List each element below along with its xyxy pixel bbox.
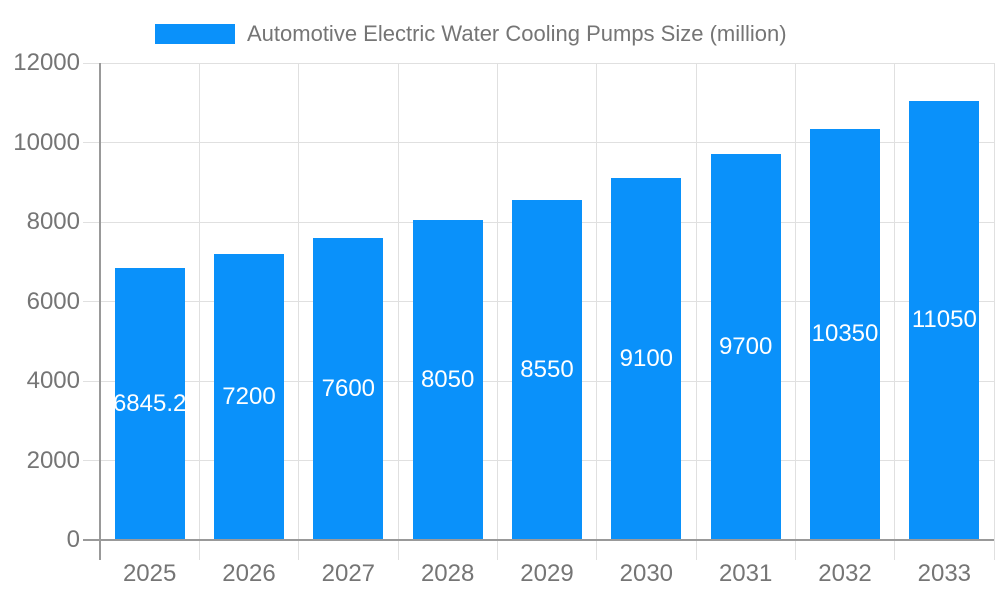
gridline-vertical — [794, 63, 796, 560]
bar — [710, 154, 781, 539]
bar — [114, 267, 185, 539]
gridline-vertical — [198, 63, 200, 560]
gridline-vertical — [496, 63, 498, 560]
gridline-vertical — [993, 63, 995, 560]
y-axis-tick-label: 0 — [66, 526, 80, 553]
gridline-vertical — [894, 63, 896, 560]
y-axis-tick-label: 2000 — [26, 446, 80, 474]
legend-label: Automotive Electric Water Cooling Pumps … — [247, 21, 787, 46]
x-axis-tick-label: 2028 — [420, 560, 475, 587]
x-axis-tick-label: 2026 — [222, 560, 276, 587]
bar — [412, 220, 483, 539]
gridline-vertical — [397, 63, 399, 560]
gridline-horizontal — [83, 62, 994, 64]
y-axis-tick-label: 12000 — [13, 49, 80, 76]
y-axis-tick-label: 10000 — [13, 128, 80, 156]
bar — [909, 100, 980, 539]
x-axis-tick-label: 2033 — [917, 560, 972, 587]
legend-swatch — [155, 24, 235, 44]
x-axis-tick-label: 2029 — [520, 560, 574, 587]
bar — [313, 237, 384, 539]
x-axis-tick-label: 2031 — [718, 560, 773, 587]
x-axis-tick-label: 2030 — [619, 560, 674, 587]
bar — [810, 128, 880, 539]
bar — [512, 200, 582, 539]
gridline-horizontal — [83, 142, 994, 143]
bar — [611, 178, 682, 539]
x-axis-tick-label: 2025 — [122, 560, 177, 587]
y-axis-line — [99, 63, 101, 560]
x-axis-tick-label: 2027 — [321, 560, 376, 587]
gridline-vertical — [596, 63, 598, 560]
x-axis-line — [83, 539, 994, 541]
legend-item[interactable]: Automotive Electric Water Cooling Pumps … — [155, 21, 787, 47]
bar — [214, 253, 284, 539]
gridline-vertical — [298, 63, 300, 560]
y-axis-tick-label: 4000 — [26, 367, 80, 394]
y-axis-tick-label: 6000 — [26, 287, 80, 315]
y-axis-tick-label: 8000 — [26, 208, 80, 235]
x-axis-tick-label: 2032 — [818, 560, 872, 587]
gridline-vertical — [695, 63, 697, 560]
